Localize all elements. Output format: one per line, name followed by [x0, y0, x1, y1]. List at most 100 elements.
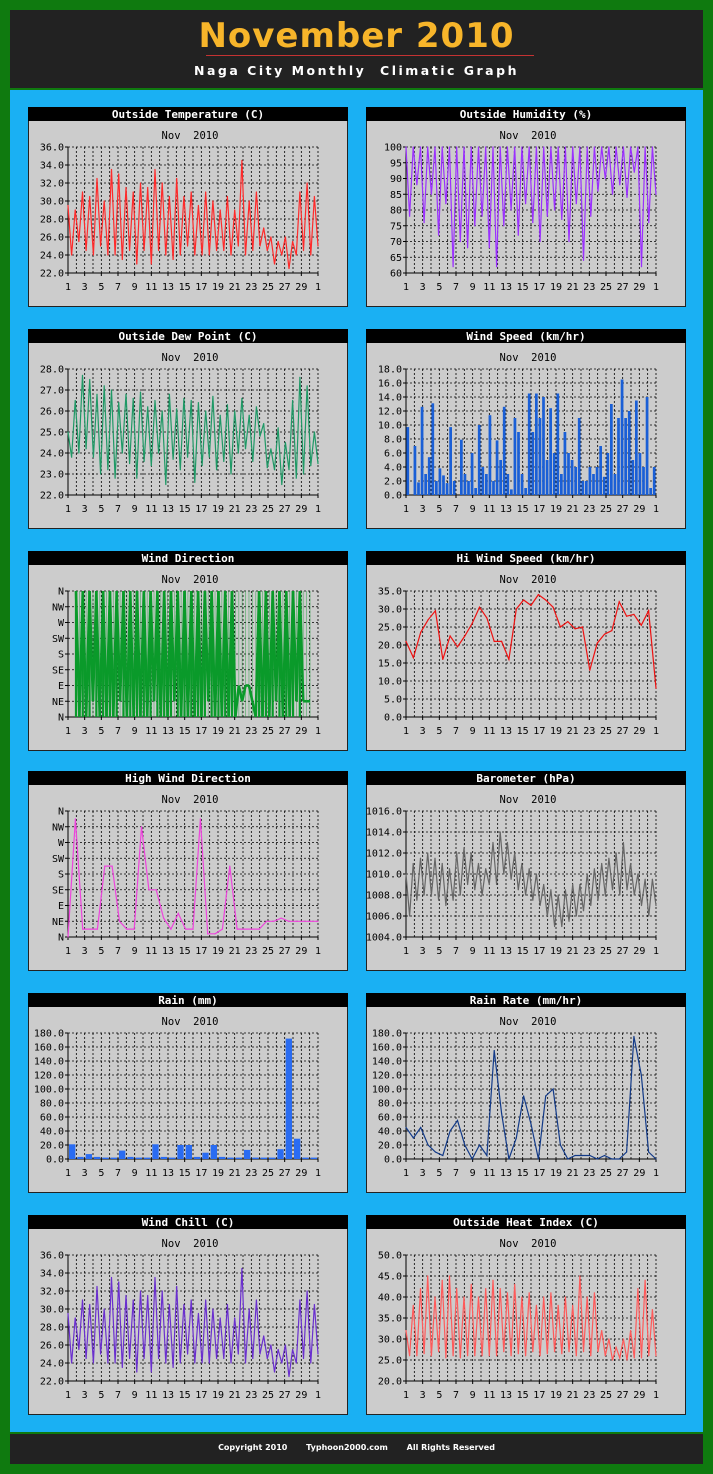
data-bar [406, 427, 410, 495]
data-point [561, 218, 563, 221]
data-point [85, 448, 87, 450]
data-bar [127, 1156, 134, 1159]
x-tick-label: 7 [453, 504, 459, 515]
x-tick-label: 17 [195, 282, 207, 293]
barometer-svg: Barometer (hPa) Nov 2010 1004.0 1006.0 1008.… [366, 771, 686, 971]
data-bar [210, 1145, 217, 1159]
data-bar [474, 488, 477, 495]
data-point [524, 1355, 527, 1357]
data-point [317, 245, 319, 247]
humidity-svg: Outside Humidity (%) Nov 2010 60 65 70 75 80 85… [366, 107, 686, 307]
data-bar [285, 1038, 292, 1159]
x-tick-label: 3 [420, 946, 426, 957]
data-point [172, 1366, 174, 1369]
x-tick-label: 21 [229, 1168, 241, 1179]
data-point [139, 391, 142, 393]
x-tick-label: 1 [403, 1390, 409, 1401]
data-point [611, 630, 613, 632]
data-point [295, 920, 297, 922]
data-point [223, 1357, 225, 1360]
data-point [608, 857, 610, 859]
data-point [74, 399, 76, 402]
data-bar [581, 481, 585, 495]
data-point [310, 1362, 312, 1364]
x-tick-label: 13 [162, 282, 174, 293]
data-bar [294, 1138, 301, 1159]
x-tick-label: 9 [470, 504, 476, 515]
data-point [492, 146, 494, 148]
data-point [114, 1362, 116, 1364]
y-tick-label: 26.0 [40, 233, 64, 244]
data-point [492, 1279, 494, 1281]
data-bar [638, 453, 642, 495]
chart-barometer: Barometer (hPa) Nov 2010 1004.0 1006.0 1008.… [366, 771, 686, 971]
data-point [441, 146, 443, 148]
y-tick-label: 27.0 [40, 386, 64, 397]
series-line [405, 1275, 657, 1361]
x-tick-label: 21 [567, 1390, 579, 1401]
data-point [409, 215, 411, 217]
chart-title-bar [28, 1215, 348, 1229]
x-tick-label: 9 [470, 1168, 476, 1179]
x-tick-label: 15 [179, 282, 191, 293]
chart-wind-speed: Wind Speed (km/hr) Nov 2010 0.0 2.0 4.0 6.0 8.… [366, 329, 686, 529]
x-tick-label: 1 [315, 726, 321, 737]
data-point [241, 397, 243, 399]
x-tick-label: 25 [262, 726, 274, 737]
x-tick-label: 3 [420, 1168, 426, 1179]
x-tick-label: 3 [82, 282, 88, 293]
data-point [237, 452, 239, 454]
footer-site-link[interactable]: Typhoon2000.com [306, 1443, 388, 1452]
data-bar [606, 453, 610, 495]
data-point [574, 1154, 576, 1157]
data-point [579, 1275, 581, 1277]
data-point [74, 1317, 76, 1319]
data-point [463, 1296, 465, 1298]
y-tick-label: 30.0 [378, 605, 402, 616]
data-point [477, 146, 480, 148]
x-tick-label: 15 [179, 946, 191, 957]
data-point [241, 159, 243, 162]
data-point [125, 186, 127, 189]
data-point [463, 847, 465, 849]
data-point [441, 1279, 443, 1281]
y-tick-label: NW [52, 822, 65, 833]
data-point [495, 1355, 498, 1357]
data-bar [219, 1156, 226, 1159]
y-tick-label: 100.0 [34, 1085, 64, 1096]
data-point [514, 852, 516, 854]
data-point [651, 1309, 653, 1311]
data-point [71, 1362, 73, 1364]
data-point [593, 868, 596, 870]
data-point [517, 889, 519, 891]
data-point [412, 146, 414, 148]
y-tick-label: 8.0 [384, 435, 402, 446]
data-point [280, 917, 282, 919]
data-point [241, 1267, 243, 1270]
data-point [143, 1357, 145, 1360]
data-point [212, 1308, 214, 1310]
data-point [107, 1362, 109, 1364]
x-tick-label: 19 [550, 726, 562, 737]
data-point [284, 236, 286, 238]
chart-subtitle: Nov 2010 [162, 1238, 219, 1250]
y-tick-label: 160.0 [372, 1043, 402, 1054]
x-tick-label: 21 [229, 946, 241, 957]
y-tick-label: 75 [390, 221, 402, 232]
x-tick-label: 11 [483, 504, 495, 515]
data-point [74, 818, 76, 820]
x-tick-label: 23 [583, 726, 595, 737]
data-point [510, 878, 512, 880]
data-point [215, 249, 218, 252]
data-point [176, 1285, 178, 1288]
data-point [601, 1330, 603, 1332]
data-point [67, 936, 69, 938]
chart-title-bar [28, 107, 348, 121]
x-tick-label: 3 [82, 726, 88, 737]
data-bar [649, 488, 652, 495]
y-tick-label: 60.0 [378, 1113, 402, 1124]
data-point [625, 615, 628, 617]
x-tick-label: 19 [212, 1390, 224, 1401]
data-point [236, 928, 238, 930]
data-bar [552, 453, 556, 495]
